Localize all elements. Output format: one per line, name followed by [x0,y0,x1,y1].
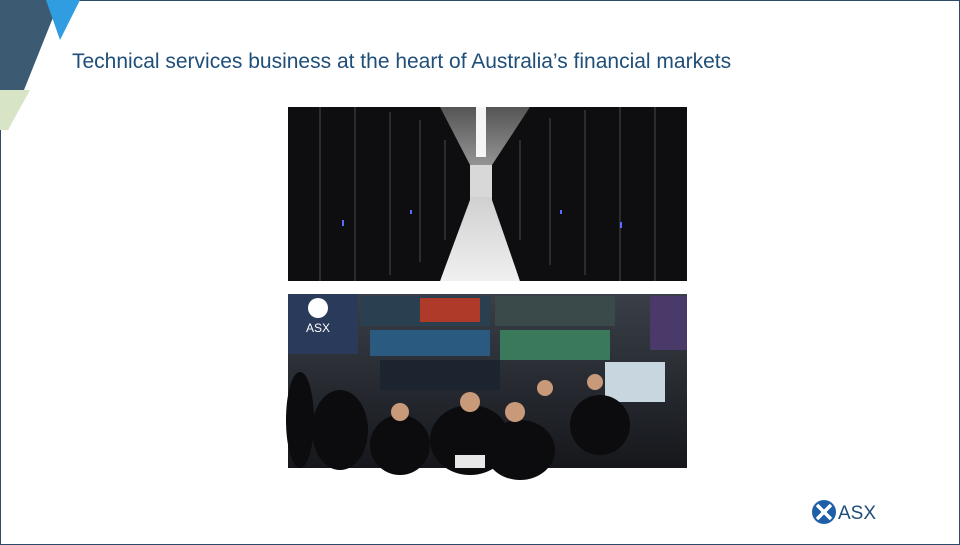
logo-text: ASX [838,503,876,524]
corner-shape [0,90,30,130]
photo-datacenter [288,107,687,281]
photo-logo: ASX [306,321,330,335]
photo-operations: ASX [286,294,687,480]
slide-title: Technical services business at the heart… [72,50,731,73]
corner-shape [46,0,80,40]
asx-logo: ASX [812,500,876,524]
